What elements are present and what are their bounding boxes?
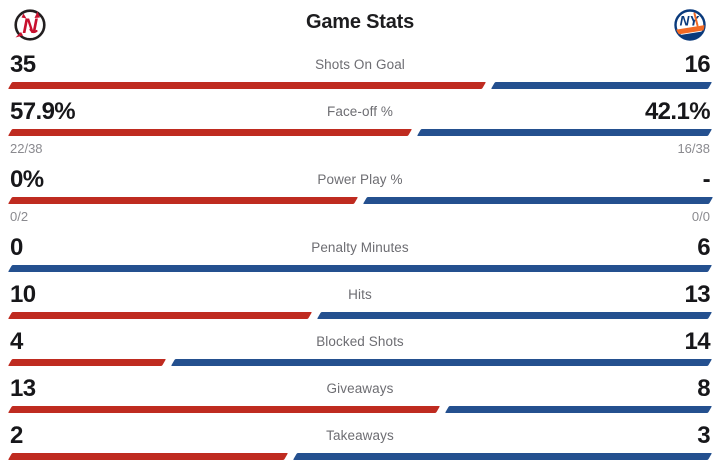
stat-bar	[7, 359, 713, 366]
islanders-logo-icon: NY	[674, 9, 706, 41]
page-title: Game Stats	[305, 11, 415, 33]
stat-label: Blocked Shots	[316, 334, 404, 349]
stat-row: 4 Blocked Shots 14	[7, 328, 713, 366]
home-bar-segment	[7, 197, 358, 204]
stat-label: Takeaways	[326, 428, 394, 443]
stat-label: Giveaways	[326, 381, 394, 396]
away-value: 13	[684, 281, 711, 308]
home-value: 0	[10, 234, 23, 261]
away-value: 14	[684, 328, 711, 355]
away-bar-segment	[293, 453, 713, 460]
home-bar-segment	[7, 312, 313, 319]
home-sub-value: 0/2	[10, 209, 29, 224]
stat-row: 10 Hits 13	[7, 281, 713, 319]
home-value: 0%	[10, 166, 44, 193]
stat-row: 35 Shots On Goal 16	[7, 51, 713, 89]
stat-row: 2 Takeaways 3	[7, 422, 713, 460]
stat-label: Shots On Goal	[315, 57, 405, 72]
stat-row: 0 Penalty Minutes 6	[7, 234, 713, 272]
stat-sub-row: 22/38 16/38	[10, 141, 710, 157]
away-sub-value: 0/0	[691, 209, 710, 224]
home-value: 57.9%	[10, 98, 76, 125]
away-bar-segment	[417, 129, 713, 136]
away-value: 16	[684, 51, 711, 78]
stat-label: Penalty Minutes	[311, 240, 409, 255]
home-sub-value: 22/38	[10, 141, 43, 156]
away-bar-segment	[170, 359, 713, 366]
stat-bar	[7, 453, 713, 460]
away-bar-segment	[444, 406, 713, 413]
home-value: 35	[10, 51, 36, 78]
stat-bar	[7, 406, 713, 413]
stat-label: Face-off %	[326, 104, 394, 119]
game-stats-header: N Game Stats NY	[10, 0, 710, 50]
away-sub-value: 16/38	[677, 141, 710, 156]
away-value: 8	[697, 375, 710, 402]
stat-row: 13 Giveaways 8	[7, 375, 713, 413]
home-value: 2	[10, 422, 23, 449]
stat-bar	[7, 312, 713, 319]
stat-sub-row: 0/2 0/0	[10, 209, 710, 225]
home-bar-segment	[7, 406, 440, 413]
away-value: 3	[697, 422, 710, 449]
away-bar-segment	[362, 197, 713, 204]
stat-bar	[7, 129, 713, 136]
home-bar-segment	[7, 129, 413, 136]
away-bar-segment	[317, 312, 713, 319]
home-bar-segment	[7, 359, 166, 366]
stat-row: 57.9% Face-off % 42.1% 22/38 16/38	[7, 98, 713, 157]
stat-label: Hits	[348, 287, 372, 302]
stat-label: Power Play %	[317, 172, 403, 187]
stat-rows: 35 Shots On Goal 16 57.9% Face-off % 42.…	[7, 51, 713, 460]
stat-bar	[7, 265, 713, 272]
stat-bar	[7, 197, 713, 204]
home-value: 4	[10, 328, 23, 355]
home-value: 10	[10, 281, 36, 308]
home-bar-segment	[7, 82, 487, 89]
devils-logo-icon: N	[14, 9, 46, 41]
away-value: 42.1%	[644, 98, 711, 125]
away-bar-segment	[491, 82, 713, 89]
home-bar-segment	[7, 453, 289, 460]
stat-bar	[7, 82, 713, 89]
away-value: 6	[697, 234, 710, 261]
away-value: -	[702, 166, 711, 193]
away-bar-segment	[7, 265, 713, 272]
home-value: 13	[10, 375, 36, 402]
stat-row: 0% Power Play % - 0/2 0/0	[7, 166, 713, 225]
